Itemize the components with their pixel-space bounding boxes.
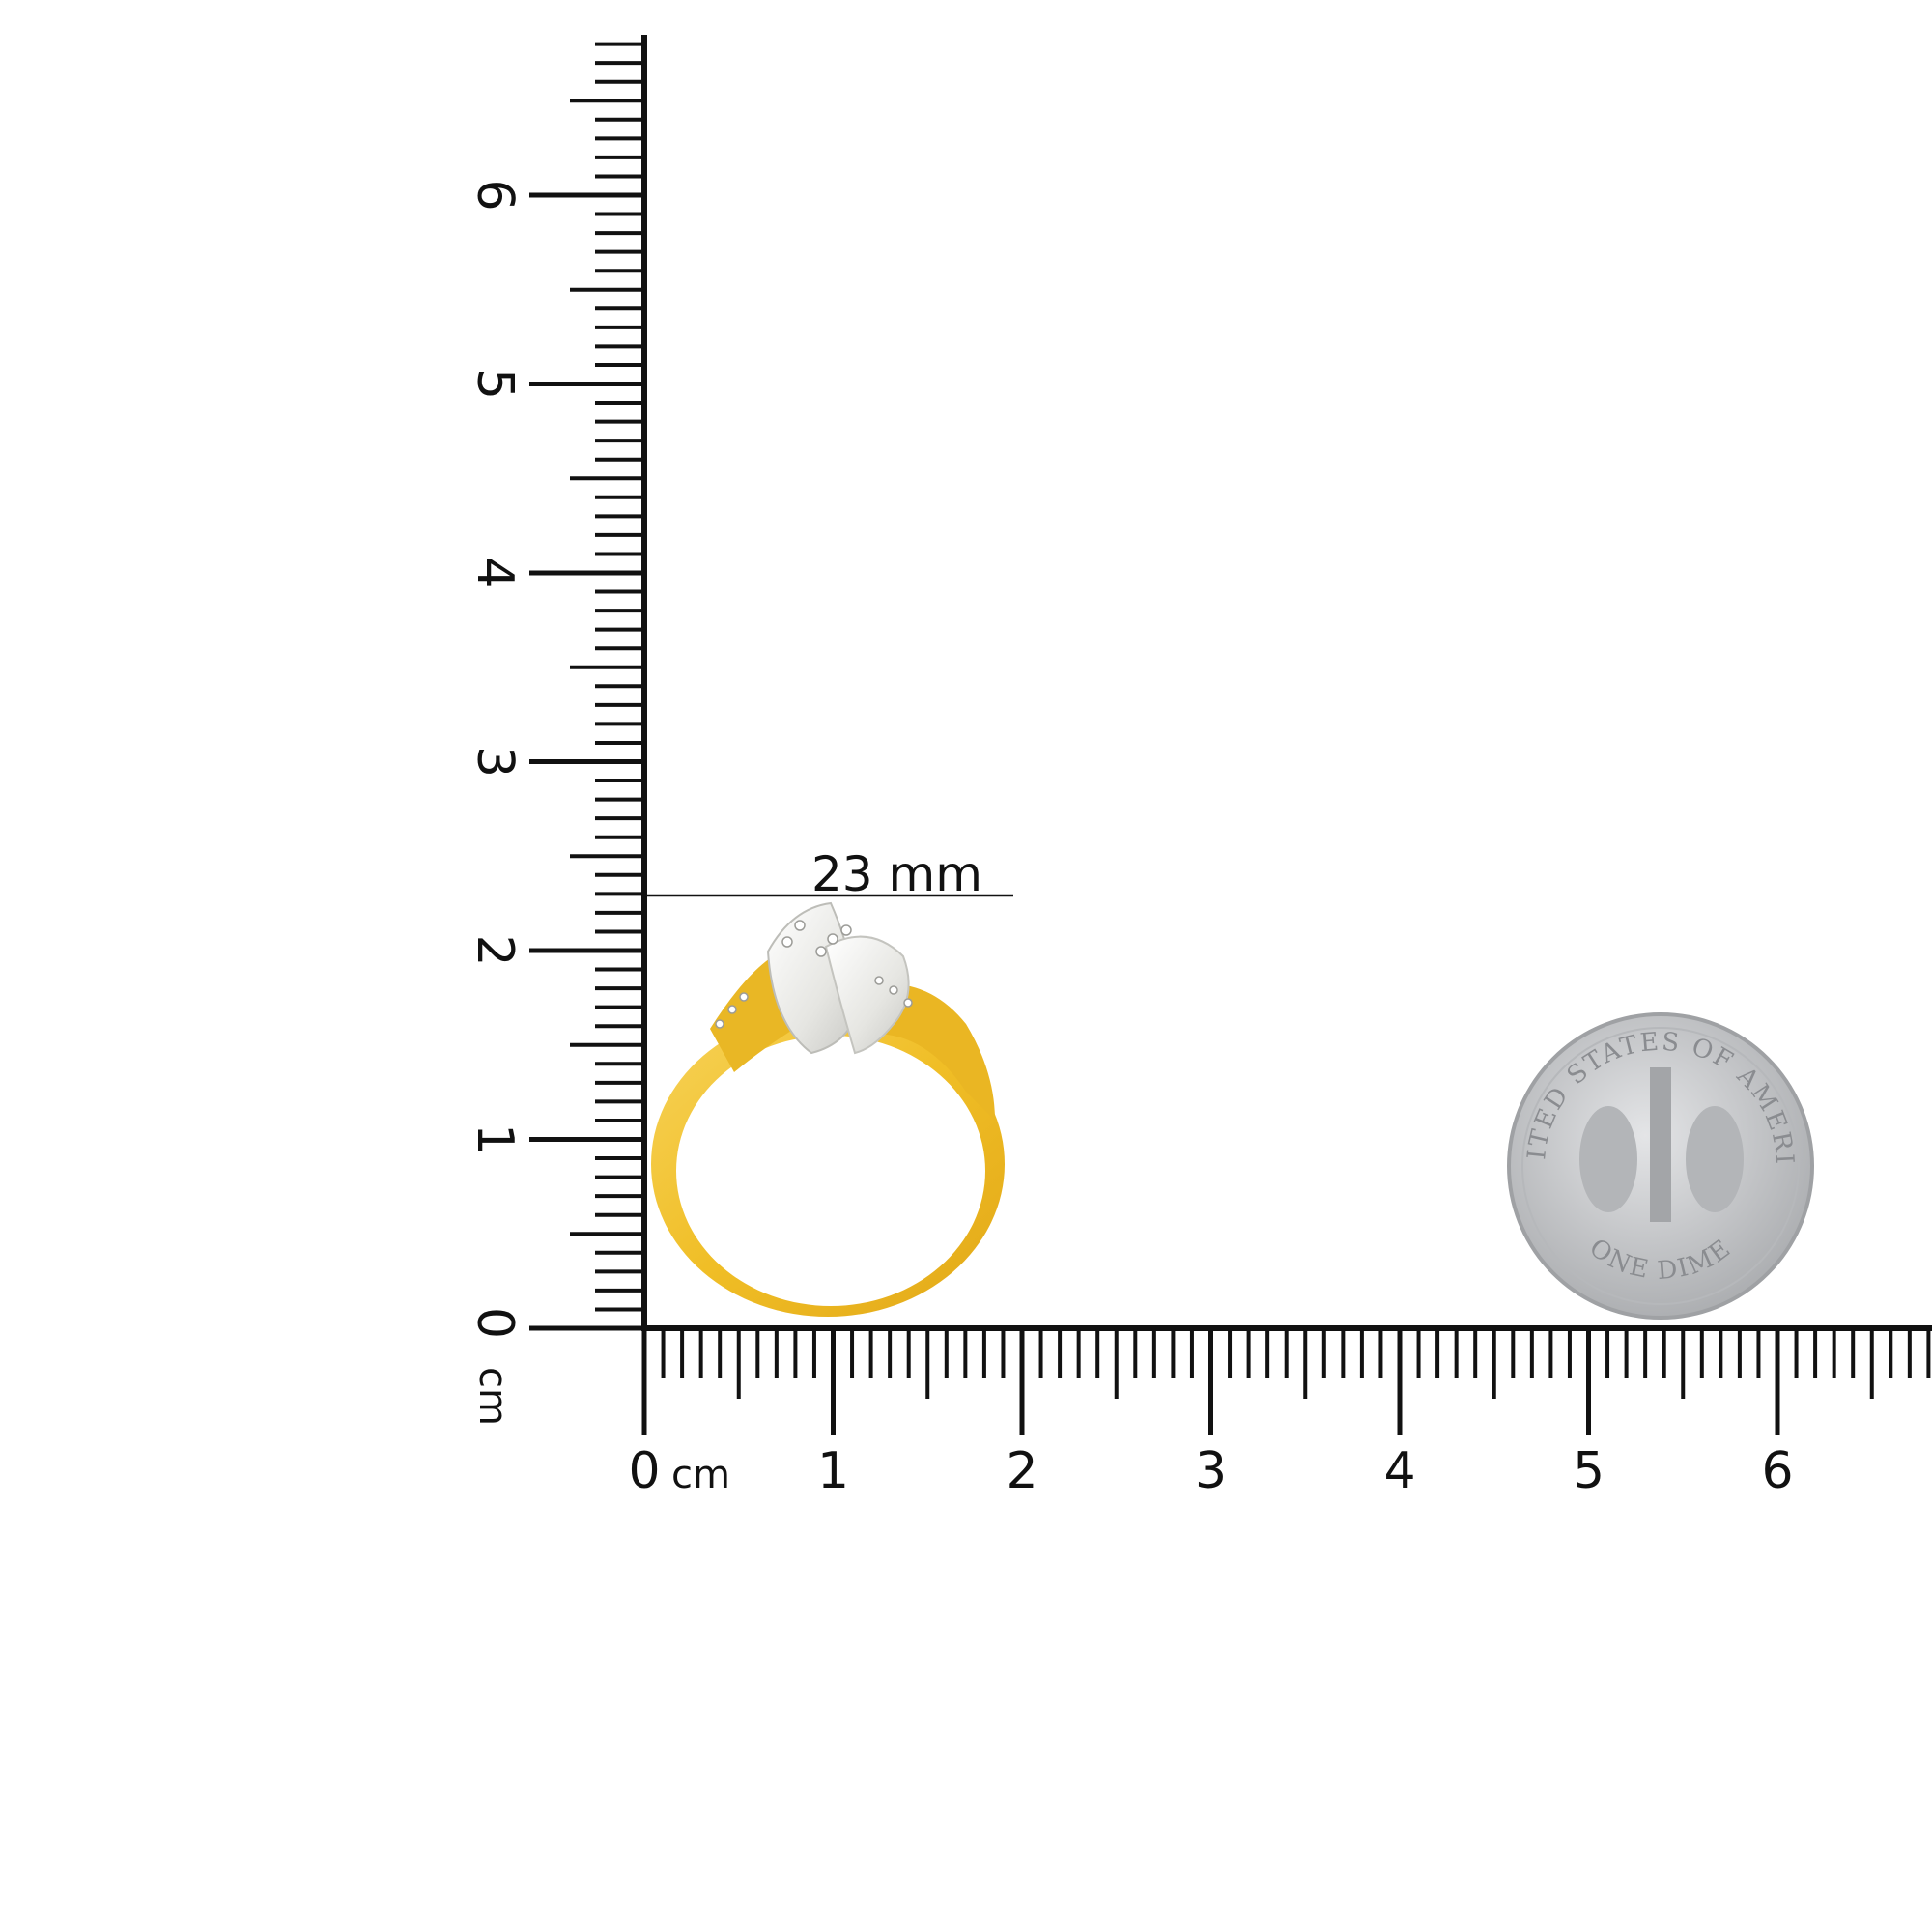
- ring-shoulder-right: [869, 983, 995, 1121]
- vertical-ruler-label: 1: [466, 1123, 524, 1155]
- horizontal-ruler-label: 5: [1573, 1442, 1605, 1500]
- svg-text:5: 5: [466, 368, 524, 400]
- svg-text:6: 6: [466, 179, 524, 211]
- vertical-ruler-label: 5: [466, 368, 524, 400]
- vertical-ruler: [529, 35, 647, 1331]
- measurement-label: 23 mm: [811, 846, 982, 902]
- svg-text:0: 0: [466, 1307, 524, 1339]
- vertical-ruler-label: 0 cm: [466, 1307, 524, 1426]
- vertical-unit-label: cm: [470, 1367, 515, 1426]
- coin-torch: [1650, 1067, 1671, 1222]
- horizontal-ruler-label: 6: [1761, 1442, 1793, 1500]
- coin-oak-branch: [1686, 1106, 1744, 1212]
- vertical-ruler-labels: 0 cm 1 2 3 4 5 6: [466, 179, 524, 1426]
- ring-head-swirl: [824, 935, 910, 1055]
- horizontal-unit-label: cm: [671, 1453, 730, 1497]
- vertical-ruler-label: 3: [466, 746, 524, 778]
- svg-text:3: 3: [466, 746, 524, 778]
- horizontal-ruler-label: 3: [1195, 1442, 1227, 1500]
- svg-text:2: 2: [466, 934, 524, 966]
- svg-text:1: 1: [466, 1123, 524, 1155]
- coin-olive-branch: [1579, 1106, 1637, 1212]
- horizontal-ruler-label: 0: [628, 1442, 660, 1500]
- horizontal-ruler-labels: 0 cm 1 2 3 4 5 6: [628, 1442, 1793, 1500]
- horizontal-ruler: [641, 1325, 1932, 1435]
- ring-inner: [676, 1036, 985, 1306]
- vertical-ruler-label: 4: [466, 556, 524, 588]
- svg-text:4: 4: [466, 556, 524, 588]
- ring-image: [651, 901, 1005, 1317]
- vertical-ruler-label: 6: [466, 179, 524, 211]
- horizontal-ruler-label: 1: [817, 1442, 849, 1500]
- horizontal-ruler-label: 4: [1383, 1442, 1415, 1500]
- vertical-ruler-label: 2: [466, 934, 524, 966]
- horizontal-ruler-label: 2: [1006, 1442, 1037, 1500]
- ring-diamonds: [715, 920, 913, 1029]
